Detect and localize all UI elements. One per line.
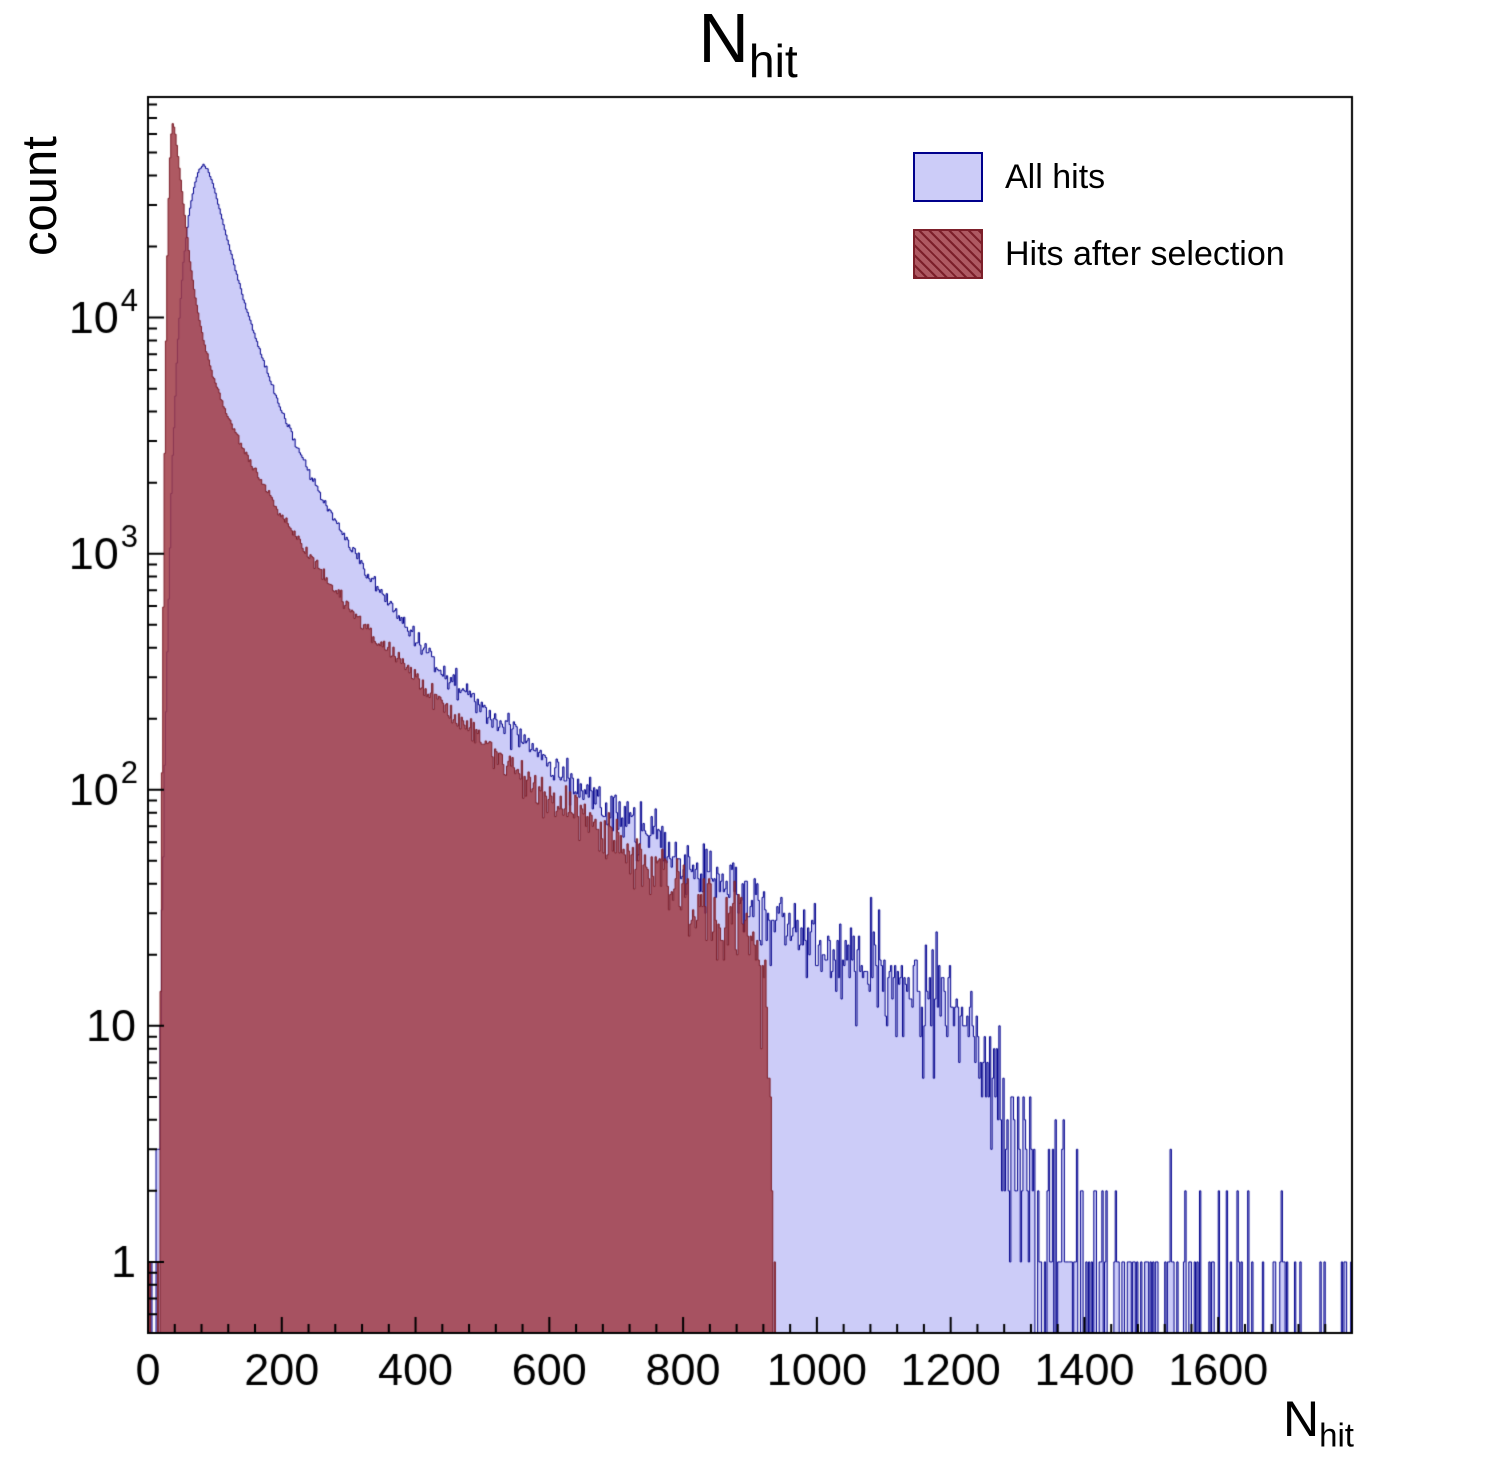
legend: All hits Hits after selection (913, 152, 1333, 306)
chart-title: Nhit (0, 0, 1496, 87)
chart-title-main: N (698, 0, 749, 77)
legend-swatch-hits-after-selection (913, 229, 983, 279)
legend-entry-all-hits: All hits (913, 152, 1333, 202)
legend-swatch-all-hits (913, 152, 983, 202)
legend-label-hits-after-selection: Hits after selection (1005, 234, 1285, 273)
x-axis-label-main: N (1283, 1391, 1320, 1447)
y-axis-label: count (13, 136, 67, 256)
x-axis-label: Nhit (1283, 1390, 1354, 1455)
legend-entry-hits-after-selection: Hits after selection (913, 229, 1333, 279)
chart-title-subscript: hit (748, 34, 798, 87)
legend-label-all-hits: All hits (1005, 157, 1106, 196)
x-axis-label-subscript: hit (1319, 1416, 1354, 1454)
